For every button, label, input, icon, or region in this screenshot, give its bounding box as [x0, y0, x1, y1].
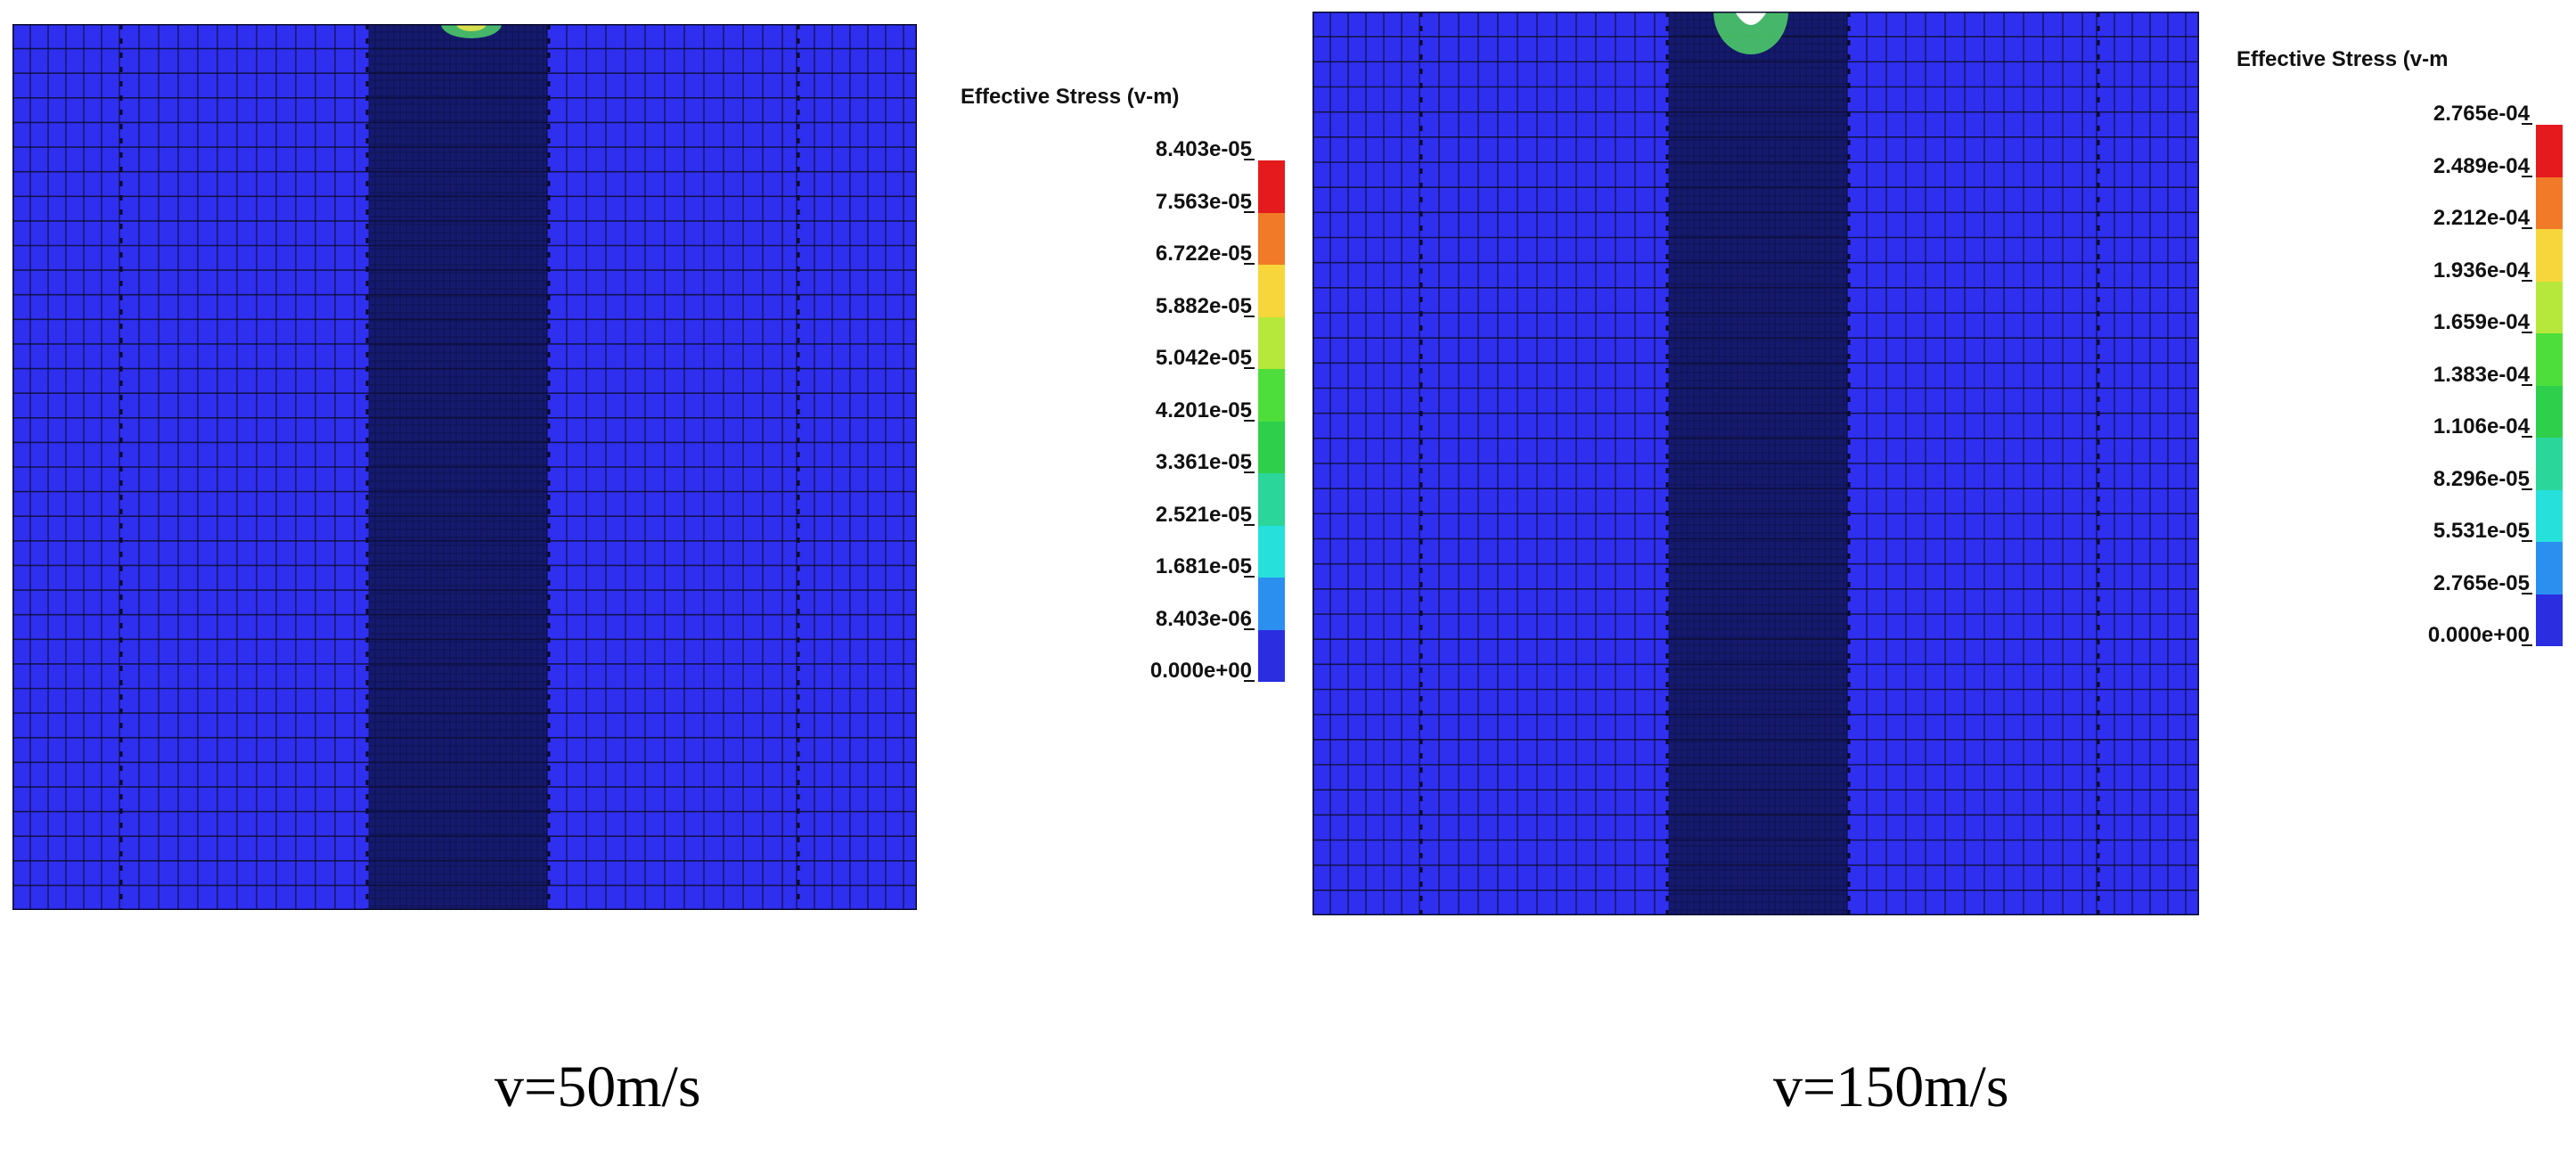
legend-swatch: [2536, 594, 2563, 646]
mesh-row-lines: [12, 24, 917, 910]
legend-tick-label: 0.000e+00: [2427, 623, 2530, 647]
legend-swatch: [2536, 489, 2563, 542]
legend-tick-mark: [2522, 592, 2532, 594]
legend-tick-label: 8.403e-06: [1155, 606, 1252, 631]
legend-tick-mark: [2522, 123, 2532, 125]
legend-tick-label: 0.000e+00: [1149, 659, 1252, 683]
legend-swatch: [2536, 281, 2563, 333]
legend-swatch: [1258, 421, 1285, 473]
legend-tick-mark: [1244, 576, 1255, 578]
mesh-border: [12, 24, 917, 910]
legend-tick-mark: [2522, 227, 2532, 229]
legend-tick-mark: [1244, 523, 1255, 526]
legend-tick-mark: [2522, 332, 2532, 333]
legend-tick-mark: [2522, 644, 2532, 646]
impact-zone: [1713, 12, 1788, 54]
legend-swatch: [1258, 212, 1285, 265]
legend-swatch: [1258, 369, 1285, 422]
legend-tick-mark: [1244, 315, 1255, 317]
legend-tick-label: 5.882e-05: [1155, 293, 1252, 318]
legend-tick-label: 2.521e-05: [1155, 502, 1252, 527]
legend-swatch: [1258, 265, 1285, 317]
legend-tick-mark: [1244, 680, 1255, 682]
mesh-plot-v150: [1313, 12, 2199, 915]
legend-tick-mark: [2522, 279, 2532, 282]
legend-swatch: [1258, 160, 1285, 213]
legend-tick-label: 2.765e-05: [2433, 570, 2530, 595]
legend-swatch: [1258, 525, 1285, 578]
legend-tick-mark: [1244, 627, 1255, 630]
legend-swatch: [2536, 125, 2563, 177]
legend-tick-mark: [2522, 175, 2532, 177]
caption-v50: v=50m/s: [495, 1054, 701, 1119]
legend-tick-mark: [1244, 210, 1255, 213]
legend-tick-label: 1.936e-04: [2433, 258, 2530, 283]
legend-tick-label: 3.361e-05: [1155, 450, 1252, 474]
mesh-column-lines: [1313, 12, 2187, 915]
legend-tick-label: 1.106e-04: [2433, 414, 2530, 439]
legend-tick-label: 7.563e-05: [1155, 189, 1252, 214]
panel-v150: Effective Stress (v-m 2.765e-04 2.489e-04…: [1283, 0, 2576, 1156]
legend-tick-label: 5.042e-05: [1155, 346, 1252, 370]
mesh-border: [1313, 12, 2199, 915]
caption-v150: v=150m/s: [1773, 1054, 2009, 1119]
legend-tick-mark: [1244, 471, 1255, 473]
legend-swatch: [1258, 316, 1285, 369]
legend-tick-mark: [2522, 436, 2532, 438]
legend-swatch: [2536, 176, 2563, 229]
legend-tick-label: 2.765e-04: [2433, 102, 2530, 126]
legend-swatch: [2536, 542, 2563, 594]
legend-tick-label: 6.722e-05: [1155, 242, 1252, 266]
impact-hotspot: [456, 24, 487, 31]
legend-tick-mark: [2522, 488, 2532, 490]
legend-swatch: [1258, 473, 1285, 526]
legend-tick-label: 2.212e-04: [2433, 206, 2530, 230]
legend-tick-mark: [1244, 419, 1255, 422]
legend-tick-label: 5.531e-05: [2433, 519, 2530, 543]
legend-tick-mark: [1244, 159, 1255, 160]
impact-crater: [1735, 12, 1767, 25]
legend-tick-mark: [1244, 367, 1255, 369]
legend-tick-label: 1.659e-04: [2433, 310, 2530, 334]
legend-tick-label: 4.201e-05: [1155, 398, 1252, 422]
legend-swatch: [2536, 229, 2563, 282]
legend-colorbar: [1258, 160, 1285, 682]
core-fine-mesh: [368, 24, 547, 910]
legend-tick-mark: [2522, 540, 2532, 542]
legend-tick-label: 8.403e-05: [1155, 137, 1252, 161]
legend-tick-label: 8.296e-05: [2433, 466, 2530, 491]
mesh-column-lines: [12, 24, 904, 910]
legend-swatch: [1258, 629, 1285, 682]
legend-tick-label: 1.681e-05: [1155, 554, 1252, 578]
legend-title: Effective Stress (v-m: [2237, 47, 2449, 71]
legend-swatch: [1258, 578, 1285, 630]
legend-title: Effective Stress (v-m): [961, 85, 1180, 109]
legend-tick-label: 2.489e-04: [2433, 153, 2530, 178]
legend-swatch: [2536, 333, 2563, 386]
legend-swatch: [2536, 385, 2563, 438]
legend-tick-label: 1.383e-04: [2433, 362, 2530, 387]
legend-colorbar: [2536, 125, 2563, 646]
legend-tick-mark: [1244, 263, 1255, 265]
legend-swatch: [2536, 438, 2563, 490]
legend-tick-mark: [2522, 383, 2532, 386]
panel-v50: Effective Stress (v-m) 8.403e-05 7.563e-0…: [0, 0, 1285, 1156]
mesh-plot-v50: [12, 24, 917, 910]
